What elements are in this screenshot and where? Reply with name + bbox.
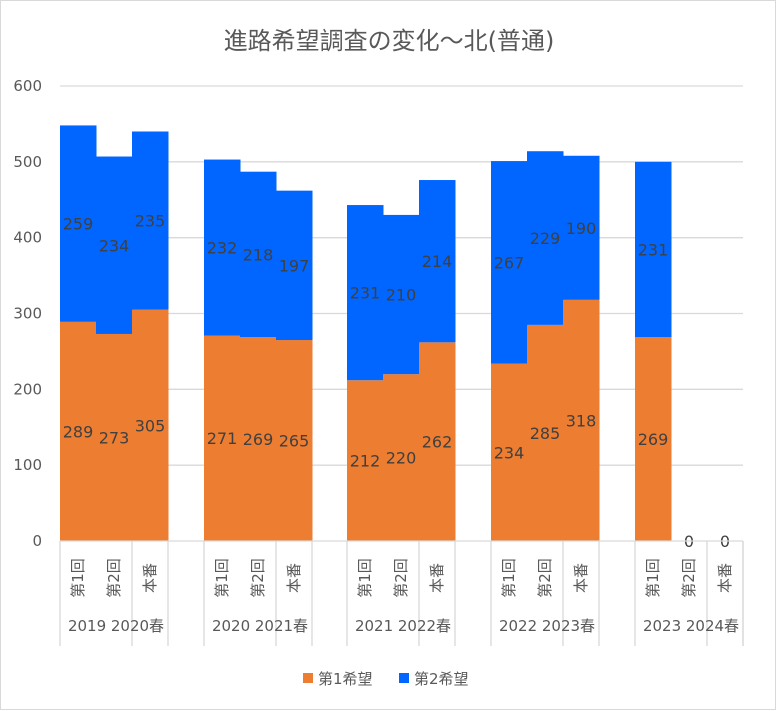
category-label: 本番 xyxy=(141,563,159,593)
bar-first-choice xyxy=(96,333,133,541)
data-label-second-choice: 190 xyxy=(566,219,597,238)
bar-first-choice xyxy=(491,363,528,541)
y-tick-label: 200 xyxy=(13,380,42,398)
data-label-first-choice: 285 xyxy=(530,424,561,443)
y-tick-label: 300 xyxy=(13,305,42,323)
data-label-second-choice: 231 xyxy=(350,284,381,303)
bar-second-choice xyxy=(276,190,313,341)
data-label-first-choice: 262 xyxy=(422,433,453,452)
category-label: 第2回 xyxy=(105,558,123,598)
bar-second-choice xyxy=(132,131,169,310)
legend-label-second-choice: 第2希望 xyxy=(414,670,469,688)
data-label-first-choice: 273 xyxy=(99,428,130,447)
category-label: 本番 xyxy=(285,563,303,593)
category-label: 本番 xyxy=(572,563,590,593)
data-label-second-choice: 259 xyxy=(63,215,94,234)
data-label-second-choice: 197 xyxy=(279,256,310,275)
bar-first-choice xyxy=(276,340,313,541)
bar-first-choice xyxy=(419,342,456,541)
data-label-second-choice: 234 xyxy=(99,236,130,255)
data-labels: 289 259 273 234 305 235 271 232 269 218 265 197 212 2… xyxy=(63,212,730,551)
bar-first-choice xyxy=(204,335,241,541)
bar-first-choice xyxy=(132,309,169,541)
data-label-second-choice: 210 xyxy=(386,286,417,305)
group-label: 2022 2023春 xyxy=(499,617,595,635)
legend-swatch-second-choice xyxy=(399,673,409,683)
legend-label-first-choice: 第1希望 xyxy=(318,670,373,688)
data-label-first-choice: 234 xyxy=(494,443,525,462)
y-tick-label: 0 xyxy=(32,532,42,550)
category-label: 第1回 xyxy=(500,558,518,598)
bar-second-choice xyxy=(635,161,672,338)
x-axis: 第1回 第2回 本番2019 2020春第1回 第2回 本番2020 2021春第1回第… xyxy=(59,540,744,646)
bar-second-choice xyxy=(204,159,241,336)
data-label-second-choice: 214 xyxy=(422,252,453,271)
category-label: 第1回 xyxy=(213,558,231,598)
bar-first-choice xyxy=(383,374,420,541)
bar-first-choice xyxy=(635,337,672,541)
category-label: 本番 xyxy=(428,563,446,593)
bar-first-choice xyxy=(60,321,97,541)
bar-second-choice xyxy=(563,155,600,300)
data-label-first-choice: 265 xyxy=(279,432,310,451)
data-label-second-choice: 231 xyxy=(638,240,669,259)
category-label: 第1回 xyxy=(356,558,374,598)
category-label: 第2回 xyxy=(392,558,410,598)
group-label: 2019 2020春 xyxy=(68,617,164,635)
group-label: 2023 2024春 xyxy=(643,617,739,635)
data-label-first-choice: 318 xyxy=(566,411,597,430)
data-label-first-choice: 305 xyxy=(135,416,166,435)
bar-second-choice xyxy=(60,125,97,322)
group-label: 2020 2021春 xyxy=(212,617,308,635)
bar-first-choice xyxy=(563,299,600,541)
category-label: 第1回 xyxy=(69,558,87,598)
data-label-second-choice: 218 xyxy=(243,245,274,264)
data-label-first-choice: 220 xyxy=(386,449,417,468)
bar-second-choice xyxy=(527,151,564,325)
category-label: 本番 xyxy=(716,563,734,593)
category-label: 第2回 xyxy=(680,558,698,598)
data-label-second-choice: 235 xyxy=(135,212,166,231)
chart-title: 進路希望調査の変化～北(普通) xyxy=(224,27,555,55)
data-label-first-choice: 212 xyxy=(350,452,381,471)
bar-second-choice xyxy=(491,161,528,364)
bar-second-choice xyxy=(383,214,420,375)
data-label-second-choice: 267 xyxy=(494,253,525,272)
category-label: 第2回 xyxy=(536,558,554,598)
bar-first-choice xyxy=(527,324,564,541)
data-label-first-choice: 269 xyxy=(243,430,274,449)
data-label-first-choice: 269 xyxy=(638,430,669,449)
legend: 第1希望 第2希望 xyxy=(303,670,469,688)
data-label-first-choice: 289 xyxy=(63,422,94,441)
y-axis: 0 100 200 300 400 500 600 xyxy=(13,77,42,550)
data-label-second-choice: 229 xyxy=(530,229,561,248)
group-label: 2021 2022春 xyxy=(355,617,451,635)
bar-second-choice xyxy=(419,180,456,343)
y-tick-label: 500 xyxy=(13,153,42,171)
bars xyxy=(60,125,672,541)
y-tick-label: 100 xyxy=(13,456,42,474)
category-label: 第2回 xyxy=(249,558,267,598)
y-tick-label: 400 xyxy=(13,229,42,247)
bar-second-choice xyxy=(347,205,384,381)
bar-first-choice xyxy=(347,380,384,541)
data-label-second-choice: 232 xyxy=(207,239,238,258)
bar-second-choice xyxy=(240,171,277,338)
bar-first-choice xyxy=(240,337,277,541)
bar-second-choice xyxy=(96,156,133,334)
category-label: 第1回 xyxy=(644,558,662,598)
data-label-first-choice: 271 xyxy=(207,429,238,448)
y-tick-label: 600 xyxy=(13,77,42,95)
legend-swatch-first-choice xyxy=(303,673,313,683)
